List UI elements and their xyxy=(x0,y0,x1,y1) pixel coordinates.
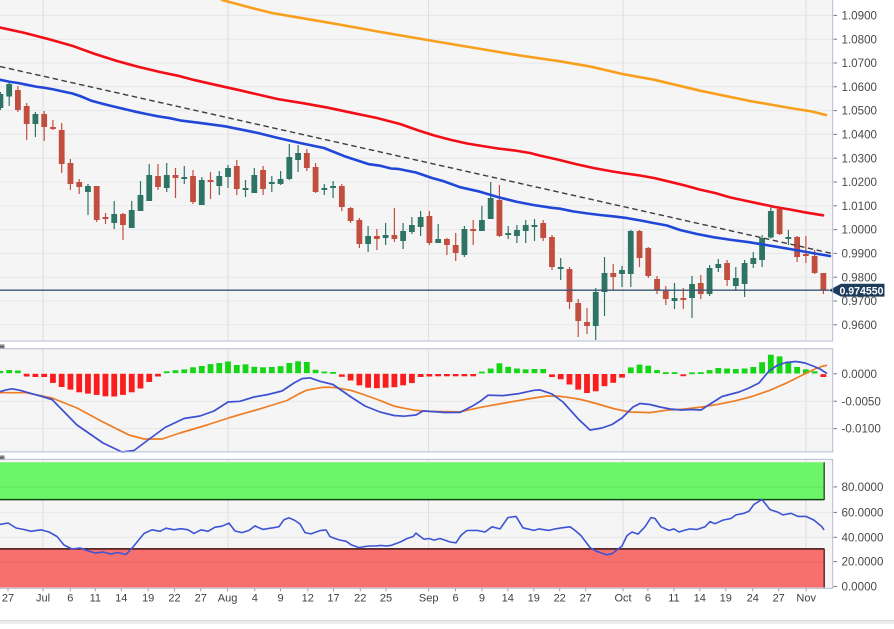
svg-text:Nov: Nov xyxy=(796,593,816,605)
svg-text:19: 19 xyxy=(720,593,732,605)
svg-text:27: 27 xyxy=(195,593,207,605)
svg-text:22: 22 xyxy=(354,593,366,605)
svg-text:22: 22 xyxy=(554,593,566,605)
svg-text:1.0600: 1.0600 xyxy=(842,81,877,94)
svg-text:6: 6 xyxy=(452,593,458,605)
svg-text:1.0300: 1.0300 xyxy=(842,152,877,165)
svg-text:-0.0050: -0.0050 xyxy=(842,395,881,408)
svg-text:11: 11 xyxy=(668,593,679,605)
svg-text:0.9900: 0.9900 xyxy=(842,248,877,261)
svg-text:1.0800: 1.0800 xyxy=(842,33,877,46)
svg-text:-0.0100: -0.0100 xyxy=(842,423,881,436)
svg-text:17: 17 xyxy=(327,593,339,605)
svg-text:1.0500: 1.0500 xyxy=(842,105,877,118)
svg-text:4: 4 xyxy=(252,593,258,605)
svg-text:19: 19 xyxy=(142,593,154,605)
svg-text:20.0000: 20.0000 xyxy=(842,556,884,569)
svg-text:27: 27 xyxy=(2,593,14,605)
svg-text:0.0000: 0.0000 xyxy=(842,581,877,594)
svg-text:1.0200: 1.0200 xyxy=(842,176,877,189)
svg-text:60.0000: 60.0000 xyxy=(842,507,884,520)
svg-text:0.0000: 0.0000 xyxy=(842,368,877,381)
svg-text:24: 24 xyxy=(747,593,759,605)
svg-text:22: 22 xyxy=(168,593,180,605)
svg-text:Jul: Jul xyxy=(36,593,50,605)
svg-text:11: 11 xyxy=(90,593,101,605)
svg-text:14: 14 xyxy=(115,593,127,605)
svg-text:1.0700: 1.0700 xyxy=(842,57,877,70)
svg-text:Aug: Aug xyxy=(218,593,238,605)
svg-text:9: 9 xyxy=(277,593,283,605)
svg-text:14: 14 xyxy=(694,593,706,605)
svg-text:12: 12 xyxy=(302,593,314,605)
svg-text:0.974550: 0.974550 xyxy=(840,285,884,297)
svg-text:25: 25 xyxy=(380,593,392,605)
svg-text:9: 9 xyxy=(479,593,485,605)
svg-text:1.0100: 1.0100 xyxy=(842,200,877,213)
svg-text:0.9800: 0.9800 xyxy=(842,271,877,284)
svg-text:27: 27 xyxy=(773,593,785,605)
svg-text:0.9600: 0.9600 xyxy=(842,319,877,332)
svg-text:6: 6 xyxy=(645,593,651,605)
svg-text:0.9700: 0.9700 xyxy=(842,295,877,308)
svg-text:Sep: Sep xyxy=(419,593,439,605)
svg-text:Oct: Oct xyxy=(614,593,631,605)
svg-text:40.0000: 40.0000 xyxy=(842,531,884,544)
svg-text:6: 6 xyxy=(67,593,73,605)
svg-text:27: 27 xyxy=(580,593,592,605)
svg-text:1.0400: 1.0400 xyxy=(842,129,877,142)
svg-text:80.0000: 80.0000 xyxy=(842,481,884,494)
svg-text:14: 14 xyxy=(502,593,514,605)
svg-text:1.0000: 1.0000 xyxy=(842,224,877,237)
svg-text:19: 19 xyxy=(528,593,540,605)
svg-text:1.0900: 1.0900 xyxy=(842,10,877,23)
